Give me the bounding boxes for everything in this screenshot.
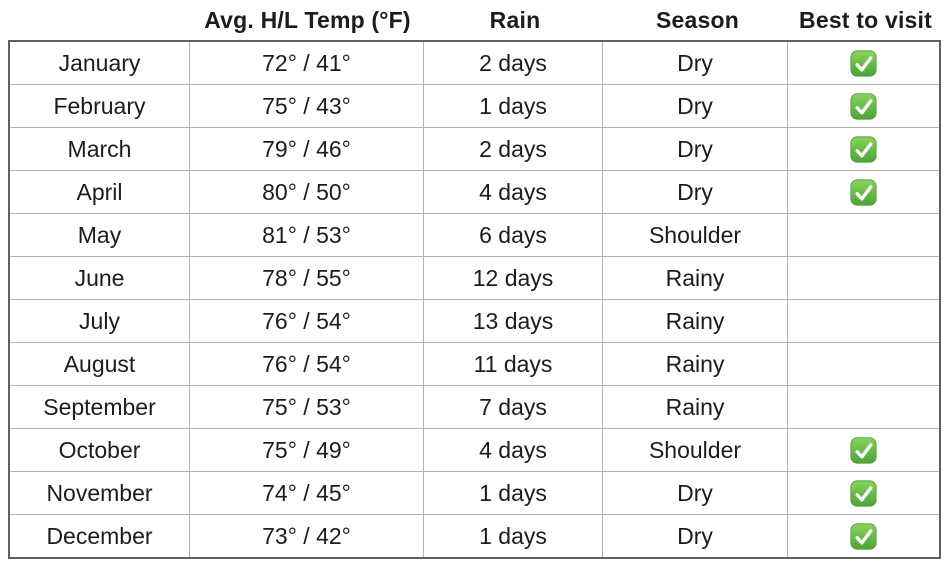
season-cell: Rainy bbox=[603, 386, 788, 428]
season-cell: Shoulder bbox=[603, 214, 788, 256]
month-cell: April bbox=[10, 171, 190, 213]
best-to-visit-cell bbox=[788, 515, 939, 557]
rain-cell: 1 days bbox=[424, 472, 603, 514]
season-cell: Dry bbox=[603, 472, 788, 514]
best-to-visit-cell bbox=[788, 300, 939, 342]
month-cell: September bbox=[10, 386, 190, 428]
avg-temp-cell: 80° / 50° bbox=[190, 171, 424, 213]
table-row: September 75° / 53° 7 days Rainy bbox=[10, 386, 939, 429]
header-best-to-visit: Best to visit bbox=[799, 6, 932, 33]
avg-temp-cell: 79° / 46° bbox=[190, 128, 424, 170]
avg-temp-cell: 74° / 45° bbox=[190, 472, 424, 514]
avg-temp-cell: 75° / 49° bbox=[190, 429, 424, 471]
best-to-visit-cell bbox=[788, 343, 939, 385]
table-row: October 75° / 49° 4 days Shoulder bbox=[10, 429, 939, 472]
best-to-visit-cell bbox=[788, 257, 939, 299]
season-cell: Shoulder bbox=[603, 429, 788, 471]
avg-temp-cell: 78° / 55° bbox=[190, 257, 424, 299]
check-icon bbox=[850, 479, 877, 507]
rain-cell: 1 days bbox=[424, 85, 603, 127]
season-cell: Dry bbox=[603, 85, 788, 127]
month-cell: December bbox=[10, 515, 190, 557]
season-cell: Dry bbox=[603, 128, 788, 170]
rain-cell: 1 days bbox=[424, 515, 603, 557]
season-cell: Dry bbox=[603, 515, 788, 557]
rain-cell: 11 days bbox=[424, 343, 603, 385]
table-header-row: Avg. H/L Temp (°F) Rain Season Best to v… bbox=[8, 0, 941, 40]
climate-table: Avg. H/L Temp (°F) Rain Season Best to v… bbox=[8, 0, 941, 559]
avg-temp-cell: 76° / 54° bbox=[190, 300, 424, 342]
rain-cell: 4 days bbox=[424, 171, 603, 213]
table-row: May 81° / 53° 6 days Shoulder bbox=[10, 214, 939, 257]
avg-temp-cell: 75° / 53° bbox=[190, 386, 424, 428]
season-cell: Rainy bbox=[603, 343, 788, 385]
check-icon bbox=[850, 135, 877, 163]
month-cell: July bbox=[10, 300, 190, 342]
best-to-visit-cell bbox=[788, 42, 939, 84]
header-avg-temp: Avg. H/L Temp (°F) bbox=[204, 6, 411, 33]
rain-cell: 2 days bbox=[424, 42, 603, 84]
table-row: June 78° / 55° 12 days Rainy bbox=[10, 257, 939, 300]
month-cell: May bbox=[10, 214, 190, 256]
rain-cell: 6 days bbox=[424, 214, 603, 256]
avg-temp-cell: 75° / 43° bbox=[190, 85, 424, 127]
season-cell: Dry bbox=[603, 171, 788, 213]
best-to-visit-cell bbox=[788, 171, 939, 213]
season-cell: Rainy bbox=[603, 257, 788, 299]
rain-cell: 2 days bbox=[424, 128, 603, 170]
table-row: January 72° / 41° 2 days Dry bbox=[10, 42, 939, 85]
table-row: March 79° / 46° 2 days Dry bbox=[10, 128, 939, 171]
month-cell: January bbox=[10, 42, 190, 84]
best-to-visit-cell bbox=[788, 429, 939, 471]
best-to-visit-cell bbox=[788, 128, 939, 170]
check-icon bbox=[850, 178, 877, 206]
table-body: January 72° / 41° 2 days Dry February 75… bbox=[8, 40, 941, 559]
month-cell: August bbox=[10, 343, 190, 385]
check-icon bbox=[850, 92, 877, 120]
season-cell: Rainy bbox=[603, 300, 788, 342]
rain-cell: 7 days bbox=[424, 386, 603, 428]
rain-cell: 12 days bbox=[424, 257, 603, 299]
season-cell: Dry bbox=[603, 42, 788, 84]
check-icon bbox=[850, 522, 877, 550]
avg-temp-cell: 81° / 53° bbox=[190, 214, 424, 256]
table-row: November 74° / 45° 1 days Dry bbox=[10, 472, 939, 515]
table-row: April 80° / 50° 4 days Dry bbox=[10, 171, 939, 214]
table-row: July 76° / 54° 13 days Rainy bbox=[10, 300, 939, 343]
avg-temp-cell: 72° / 41° bbox=[190, 42, 424, 84]
month-cell: October bbox=[10, 429, 190, 471]
check-icon bbox=[850, 436, 877, 464]
best-to-visit-cell bbox=[788, 85, 939, 127]
avg-temp-cell: 73° / 42° bbox=[190, 515, 424, 557]
avg-temp-cell: 76° / 54° bbox=[190, 343, 424, 385]
rain-cell: 4 days bbox=[424, 429, 603, 471]
rain-cell: 13 days bbox=[424, 300, 603, 342]
best-to-visit-cell bbox=[788, 214, 939, 256]
month-cell: November bbox=[10, 472, 190, 514]
month-cell: February bbox=[10, 85, 190, 127]
best-to-visit-cell bbox=[788, 386, 939, 428]
month-cell: June bbox=[10, 257, 190, 299]
table-row: August 76° / 54° 11 days Rainy bbox=[10, 343, 939, 386]
table-row: February 75° / 43° 1 days Dry bbox=[10, 85, 939, 128]
best-to-visit-cell bbox=[788, 472, 939, 514]
check-icon bbox=[850, 49, 877, 77]
header-season: Season bbox=[655, 6, 739, 33]
table-row: December 73° / 42° 1 days Dry bbox=[10, 515, 939, 557]
header-rain: Rain bbox=[489, 6, 541, 33]
month-cell: March bbox=[10, 128, 190, 170]
